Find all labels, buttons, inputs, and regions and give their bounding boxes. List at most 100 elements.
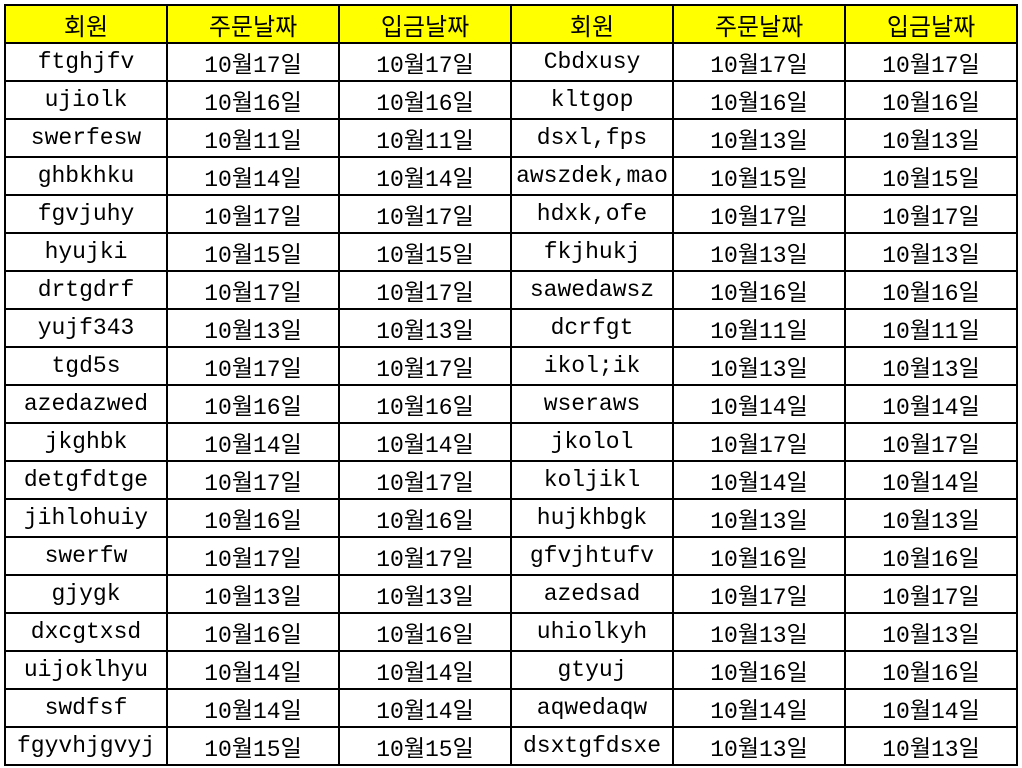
cell-order-date[interactable]: 10월16일 bbox=[672, 536, 846, 576]
header-cell-order-date[interactable]: 주문날짜 bbox=[166, 4, 340, 44]
cell-order-date[interactable]: 10월15일 bbox=[166, 232, 340, 272]
cell-order-date[interactable]: 10월17일 bbox=[166, 346, 340, 386]
header-cell-payment-date[interactable]: 입금날짜 bbox=[844, 4, 1018, 44]
cell-member[interactable]: ftghjfv bbox=[4, 42, 168, 82]
cell-payment-date[interactable]: 10월14일 bbox=[338, 156, 512, 196]
cell-order-date[interactable]: 10월13일 bbox=[672, 118, 846, 158]
cell-order-date[interactable]: 10월16일 bbox=[166, 80, 340, 120]
cell-payment-date[interactable]: 10월16일 bbox=[338, 498, 512, 538]
cell-order-date[interactable]: 10월13일 bbox=[672, 346, 846, 386]
cell-member[interactable]: Cbdxusy bbox=[510, 42, 674, 82]
cell-order-date[interactable]: 10월17일 bbox=[672, 574, 846, 614]
cell-payment-date[interactable]: 10월16일 bbox=[844, 536, 1018, 576]
cell-member[interactable]: ghbkhku bbox=[4, 156, 168, 196]
cell-payment-date[interactable]: 10월16일 bbox=[338, 80, 512, 120]
cell-order-date[interactable]: 10월17일 bbox=[672, 422, 846, 462]
cell-payment-date[interactable]: 10월14일 bbox=[844, 384, 1018, 424]
cell-order-date[interactable]: 10월13일 bbox=[672, 232, 846, 272]
cell-member[interactable]: dsxtgfdsxe bbox=[510, 726, 674, 766]
cell-member[interactable]: dsxl,fps bbox=[510, 118, 674, 158]
cell-member[interactable]: swerfesw bbox=[4, 118, 168, 158]
cell-order-date[interactable]: 10월16일 bbox=[672, 80, 846, 120]
cell-order-date[interactable]: 10월14일 bbox=[672, 460, 846, 500]
cell-member[interactable]: tgd5s bbox=[4, 346, 168, 386]
header-cell-payment-date[interactable]: 입금날짜 bbox=[338, 4, 512, 44]
cell-order-date[interactable]: 10월14일 bbox=[672, 384, 846, 424]
cell-member[interactable]: jihlohuiy bbox=[4, 498, 168, 538]
cell-order-date[interactable]: 10월13일 bbox=[672, 726, 846, 766]
header-cell-member[interactable]: 회원 bbox=[510, 4, 674, 44]
cell-member[interactable]: awszdek,mao bbox=[510, 156, 674, 196]
cell-order-date[interactable]: 10월17일 bbox=[166, 194, 340, 234]
cell-member[interactable]: fgyvhjgvyj bbox=[4, 726, 168, 766]
cell-payment-date[interactable]: 10월17일 bbox=[338, 270, 512, 310]
cell-order-date[interactable]: 10월17일 bbox=[672, 42, 846, 82]
cell-member[interactable]: fkjhukj bbox=[510, 232, 674, 272]
cell-payment-date[interactable]: 10월17일 bbox=[338, 42, 512, 82]
cell-payment-date[interactable]: 10월13일 bbox=[338, 308, 512, 348]
cell-order-date[interactable]: 10월15일 bbox=[166, 726, 340, 766]
cell-member[interactable]: hdxk,ofe bbox=[510, 194, 674, 234]
cell-member[interactable]: swdfsf bbox=[4, 688, 168, 728]
cell-payment-date[interactable]: 10월17일 bbox=[338, 460, 512, 500]
cell-payment-date[interactable]: 10월17일 bbox=[338, 194, 512, 234]
cell-order-date[interactable]: 10월17일 bbox=[166, 270, 340, 310]
cell-order-date[interactable]: 10월16일 bbox=[166, 498, 340, 538]
cell-payment-date[interactable]: 10월11일 bbox=[338, 118, 512, 158]
cell-member[interactable]: gtyuj bbox=[510, 650, 674, 690]
cell-member[interactable]: gfvjhtufv bbox=[510, 536, 674, 576]
cell-payment-date[interactable]: 10월13일 bbox=[844, 346, 1018, 386]
cell-order-date[interactable]: 10월14일 bbox=[166, 650, 340, 690]
cell-order-date[interactable]: 10월14일 bbox=[166, 156, 340, 196]
cell-member[interactable]: kltgop bbox=[510, 80, 674, 120]
cell-payment-date[interactable]: 10월17일 bbox=[844, 42, 1018, 82]
cell-payment-date[interactable]: 10월13일 bbox=[844, 232, 1018, 272]
cell-member[interactable]: uijoklhyu bbox=[4, 650, 168, 690]
cell-payment-date[interactable]: 10월13일 bbox=[338, 574, 512, 614]
cell-payment-date[interactable]: 10월14일 bbox=[338, 422, 512, 462]
cell-payment-date[interactable]: 10월16일 bbox=[844, 270, 1018, 310]
cell-payment-date[interactable]: 10월14일 bbox=[338, 688, 512, 728]
cell-order-date[interactable]: 10월13일 bbox=[672, 498, 846, 538]
cell-order-date[interactable]: 10월17일 bbox=[672, 194, 846, 234]
cell-payment-date[interactable]: 10월17일 bbox=[338, 346, 512, 386]
cell-payment-date[interactable]: 10월15일 bbox=[844, 156, 1018, 196]
cell-payment-date[interactable]: 10월17일 bbox=[844, 194, 1018, 234]
cell-member[interactable]: dcrfgt bbox=[510, 308, 674, 348]
cell-payment-date[interactable]: 10월16일 bbox=[844, 80, 1018, 120]
cell-payment-date[interactable]: 10월13일 bbox=[844, 726, 1018, 766]
cell-payment-date[interactable]: 10월13일 bbox=[844, 612, 1018, 652]
cell-member[interactable]: hyujki bbox=[4, 232, 168, 272]
cell-member[interactable]: swerfw bbox=[4, 536, 168, 576]
cell-member[interactable]: detgfdtge bbox=[4, 460, 168, 500]
cell-payment-date[interactable]: 10월17일 bbox=[338, 536, 512, 576]
cell-member[interactable]: gjygk bbox=[4, 574, 168, 614]
cell-payment-date[interactable]: 10월13일 bbox=[844, 118, 1018, 158]
cell-member[interactable]: dxcgtxsd bbox=[4, 612, 168, 652]
cell-order-date[interactable]: 10월16일 bbox=[166, 384, 340, 424]
cell-order-date[interactable]: 10월13일 bbox=[166, 574, 340, 614]
cell-payment-date[interactable]: 10월11일 bbox=[844, 308, 1018, 348]
cell-payment-date[interactable]: 10월15일 bbox=[338, 726, 512, 766]
header-cell-member[interactable]: 회원 bbox=[4, 4, 168, 44]
cell-member[interactable]: drtgdrf bbox=[4, 270, 168, 310]
cell-order-date[interactable]: 10월11일 bbox=[672, 308, 846, 348]
cell-payment-date[interactable]: 10월17일 bbox=[844, 422, 1018, 462]
cell-member[interactable]: azedazwed bbox=[4, 384, 168, 424]
cell-order-date[interactable]: 10월16일 bbox=[166, 612, 340, 652]
cell-member[interactable]: sawedawsz bbox=[510, 270, 674, 310]
cell-member[interactable]: hujkhbgk bbox=[510, 498, 674, 538]
cell-member[interactable]: aqwedaqw bbox=[510, 688, 674, 728]
cell-order-date[interactable]: 10월17일 bbox=[166, 536, 340, 576]
cell-member[interactable]: ujiolk bbox=[4, 80, 168, 120]
cell-member[interactable]: azedsad bbox=[510, 574, 674, 614]
cell-member[interactable]: wseraws bbox=[510, 384, 674, 424]
cell-member[interactable]: koljikl bbox=[510, 460, 674, 500]
cell-member[interactable]: uhiolkyh bbox=[510, 612, 674, 652]
cell-payment-date[interactable]: 10월15일 bbox=[338, 232, 512, 272]
cell-order-date[interactable]: 10월17일 bbox=[166, 460, 340, 500]
cell-order-date[interactable]: 10월13일 bbox=[672, 612, 846, 652]
cell-payment-date[interactable]: 10월16일 bbox=[338, 612, 512, 652]
cell-order-date[interactable]: 10월15일 bbox=[672, 156, 846, 196]
cell-order-date[interactable]: 10월11일 bbox=[166, 118, 340, 158]
